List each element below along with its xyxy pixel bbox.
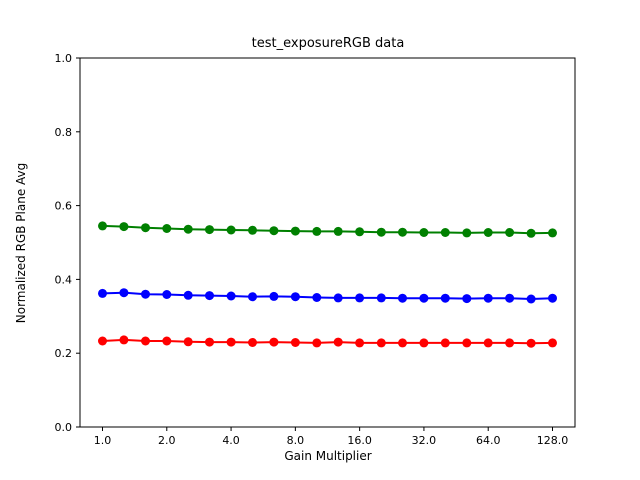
y-tick-label: 0.6 <box>55 200 73 213</box>
x-tick-label: 1.0 <box>94 434 112 447</box>
data-point-green <box>98 221 107 231</box>
data-point-blue <box>312 293 322 302</box>
data-point-green <box>269 226 279 236</box>
data-point-green <box>419 228 429 237</box>
data-point-green <box>505 228 515 237</box>
data-point-green <box>312 226 322 236</box>
data-point-red <box>290 338 300 347</box>
data-point-green <box>376 227 386 237</box>
data-point-red <box>248 338 257 347</box>
data-point-red <box>526 338 536 348</box>
data-point-green <box>398 227 407 237</box>
data-point-red <box>483 338 493 348</box>
data-point-blue <box>483 293 493 303</box>
data-point-red <box>505 338 515 348</box>
data-point-green <box>355 227 365 237</box>
data-point-blue <box>526 294 536 304</box>
data-point-blue <box>141 289 150 299</box>
y-tick-label: 0.4 <box>55 273 73 286</box>
data-point-green <box>183 224 193 234</box>
data-point-blue <box>290 292 300 302</box>
data-point-blue <box>248 292 257 302</box>
data-point-red <box>269 337 279 347</box>
x-tick-label: 32.0 <box>412 434 437 447</box>
y-tick-label: 0.2 <box>55 347 73 360</box>
data-point-green <box>205 225 214 235</box>
data-point-green <box>119 222 129 232</box>
data-point-green <box>141 223 150 233</box>
data-point-green <box>248 225 257 235</box>
data-point-red <box>462 338 472 348</box>
data-point-green <box>333 226 343 236</box>
series-line-green <box>102 224 553 235</box>
data-point-red <box>98 336 107 346</box>
data-point-green <box>462 228 472 238</box>
data-point-green <box>226 225 236 235</box>
data-point-red <box>419 338 429 348</box>
data-point-blue <box>183 290 193 300</box>
plot-border <box>79 57 576 428</box>
data-point-red <box>398 338 407 348</box>
data-point-red <box>355 338 365 348</box>
data-point-red <box>119 335 129 345</box>
x-axis-label: Gain Multiplier <box>284 449 372 463</box>
x-tick-label: 64.0 <box>476 434 501 447</box>
y-axis-label: Normalized RGB Plane Avg <box>14 162 28 324</box>
series-line-red <box>102 338 553 345</box>
data-point-green <box>162 224 172 233</box>
data-point-red <box>226 337 236 347</box>
data-point-red <box>440 338 450 348</box>
data-point-green <box>440 228 450 237</box>
data-point-blue <box>98 288 107 298</box>
data-point-red <box>376 338 386 348</box>
data-point-blue <box>355 293 365 303</box>
data-point-green <box>548 228 557 238</box>
data-point-green <box>483 228 493 237</box>
data-point-blue <box>226 291 236 301</box>
y-tick-label: 0.0 <box>55 421 73 434</box>
data-point-blue <box>440 293 450 303</box>
chart-title: test_exposureRGB data <box>251 36 405 51</box>
data-point-blue <box>376 293 386 303</box>
data-point-blue <box>505 293 515 303</box>
data-point-green <box>290 226 300 236</box>
data-point-red <box>183 337 193 347</box>
data-point-red <box>162 336 172 346</box>
data-point-blue <box>548 293 557 303</box>
data-point-blue <box>119 288 129 298</box>
data-point-green <box>526 228 536 238</box>
data-point-blue <box>462 294 472 304</box>
data-point-red <box>312 338 322 348</box>
x-tick-label: 2.0 <box>158 434 176 447</box>
x-tick-label: 16.0 <box>347 434 372 447</box>
data-point-blue <box>398 293 407 303</box>
data-point-red <box>548 338 557 348</box>
data-point-blue <box>205 291 214 301</box>
data-point-red <box>205 337 214 347</box>
x-tick-label: 8.0 <box>287 434 305 447</box>
data-point-red <box>141 336 150 346</box>
y-tick-label: 0.8 <box>55 126 73 139</box>
data-point-blue <box>269 291 279 301</box>
y-tick-label: 1.0 <box>55 52 73 65</box>
series-line-blue <box>102 291 553 301</box>
data-point-blue <box>162 290 172 299</box>
data-point-blue <box>333 293 343 303</box>
data-point-red <box>333 337 343 347</box>
x-tick-label: 128.0 <box>537 434 569 447</box>
x-tick-label: 4.0 <box>222 434 240 447</box>
data-point-blue <box>419 293 429 303</box>
